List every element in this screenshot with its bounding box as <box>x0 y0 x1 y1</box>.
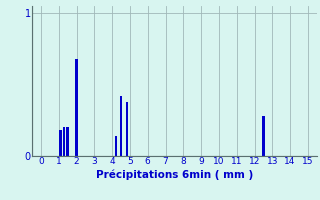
Bar <box>115 136 117 156</box>
Bar <box>59 130 62 156</box>
Bar <box>126 102 128 156</box>
Bar <box>120 96 122 156</box>
Bar <box>262 116 265 156</box>
Bar <box>75 59 78 156</box>
Bar <box>63 127 65 156</box>
Bar <box>67 127 69 156</box>
X-axis label: Précipitations 6min ( mm ): Précipitations 6min ( mm ) <box>96 169 253 180</box>
